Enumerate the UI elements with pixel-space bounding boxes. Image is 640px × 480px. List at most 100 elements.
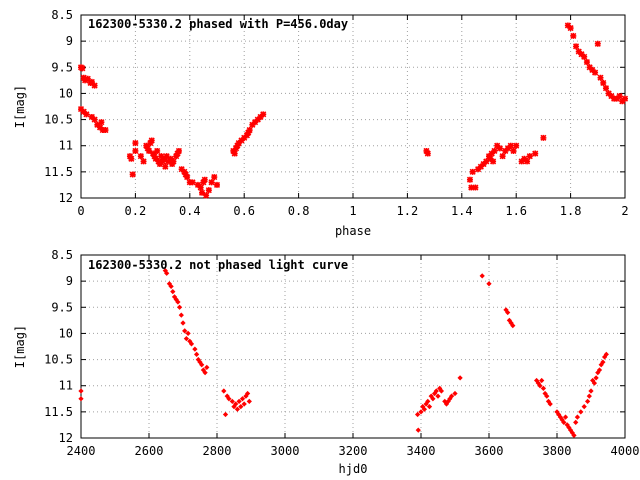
- data-point: [591, 380, 598, 386]
- x-tick-label: 2600: [135, 444, 164, 458]
- data-point: [241, 401, 247, 407]
- data-point: [616, 92, 623, 100]
- data-point: [571, 432, 577, 439]
- x-tick-label: 0.6: [233, 204, 255, 218]
- y-tick-label: 11: [59, 139, 73, 153]
- data-point: [82, 77, 89, 84]
- data-point: [160, 155, 168, 162]
- data-point: [164, 158, 172, 165]
- y-tick-label: 12: [59, 431, 73, 445]
- data-point: [438, 388, 445, 394]
- data-point: [98, 119, 105, 126]
- x-tick-label: 4000: [611, 444, 640, 458]
- data-point: [129, 171, 136, 178]
- x-axis-title: hjd0: [339, 462, 368, 476]
- x-tick-label: 2800: [203, 444, 232, 458]
- data-point: [204, 364, 210, 371]
- y-axis-title: I[mag]: [13, 85, 27, 128]
- data-point: [167, 155, 174, 162]
- data-point: [188, 341, 195, 347]
- data-point: [84, 75, 91, 82]
- data-point: [621, 95, 629, 102]
- data-point: [602, 85, 610, 92]
- data-point: [238, 137, 245, 144]
- data-point: [243, 132, 250, 139]
- y-tick-label: 10: [59, 326, 73, 340]
- data-point: [540, 134, 547, 141]
- data-point: [128, 155, 135, 162]
- data-point: [211, 174, 218, 181]
- data-point: [185, 330, 191, 337]
- data-point: [148, 137, 155, 144]
- data-point: [524, 158, 531, 165]
- data-point: [597, 74, 604, 81]
- data-point: [79, 65, 86, 72]
- data-point: [526, 153, 533, 160]
- data-point: [201, 176, 208, 183]
- data-point: [194, 181, 202, 188]
- data-point: [485, 153, 493, 160]
- data-point: [499, 153, 506, 160]
- data-point: [208, 179, 215, 186]
- data-point: [239, 396, 246, 402]
- data-point: [235, 140, 242, 147]
- data-point: [91, 116, 98, 123]
- data-point: [213, 181, 221, 188]
- data-point: [245, 129, 252, 136]
- x-tick-label: 3600: [475, 444, 504, 458]
- data-point: [600, 79, 607, 87]
- data-point: [594, 40, 601, 47]
- data-point: [578, 409, 584, 415]
- data-point: [175, 147, 182, 155]
- y-tick-label: 11.5: [44, 405, 73, 419]
- data-point: [80, 74, 87, 81]
- data-point: [154, 147, 161, 155]
- data-point: [231, 150, 238, 157]
- plot-frame: [80, 254, 626, 439]
- y-tick-label: 9: [66, 274, 73, 288]
- data-point: [448, 393, 455, 399]
- data-point: [234, 142, 241, 149]
- data-point: [480, 160, 487, 168]
- data-point: [230, 147, 237, 155]
- data-point: [518, 158, 525, 165]
- data-point: [588, 388, 594, 394]
- data-point: [174, 150, 181, 157]
- data-point: [603, 351, 609, 357]
- data-point: [562, 414, 569, 420]
- data-point: [479, 273, 485, 279]
- data-point: [425, 398, 431, 405]
- plot-title: 162300-5330.2 not phased light curve: [88, 258, 348, 272]
- data-point: [236, 398, 242, 405]
- y-tick-label: 9.5: [51, 60, 73, 74]
- data-point: [140, 158, 147, 165]
- data-point: [88, 113, 95, 121]
- bottom-panel-light-curve: 2400 2600 2800 3000 3200 3400 3600 3800 4000 8.5 9…: [13, 248, 639, 476]
- data-point: [510, 322, 516, 329]
- x-tick-label: 2400: [67, 444, 96, 458]
- data-point: [593, 375, 599, 381]
- data-point: [583, 58, 590, 66]
- x-tick-label: 1.2: [397, 204, 419, 218]
- data-point: [155, 158, 162, 165]
- data-point: [483, 158, 490, 165]
- data-point: [162, 163, 169, 170]
- data-point: [424, 150, 431, 157]
- data-point: [570, 32, 577, 39]
- data-point: [415, 427, 421, 433]
- data-point: [126, 153, 134, 160]
- data-point: [496, 145, 503, 152]
- y-tick-label: 11.5: [44, 165, 73, 179]
- data-point: [197, 184, 204, 191]
- data-point: [234, 406, 241, 412]
- data-point: [168, 283, 174, 289]
- data-point: [78, 388, 84, 394]
- data-point: [491, 147, 498, 155]
- data-point: [581, 404, 587, 410]
- data-point: [205, 187, 212, 194]
- data-point: [426, 404, 433, 410]
- data-point: [232, 145, 240, 152]
- data-point: [586, 393, 592, 399]
- data-point: [486, 281, 492, 287]
